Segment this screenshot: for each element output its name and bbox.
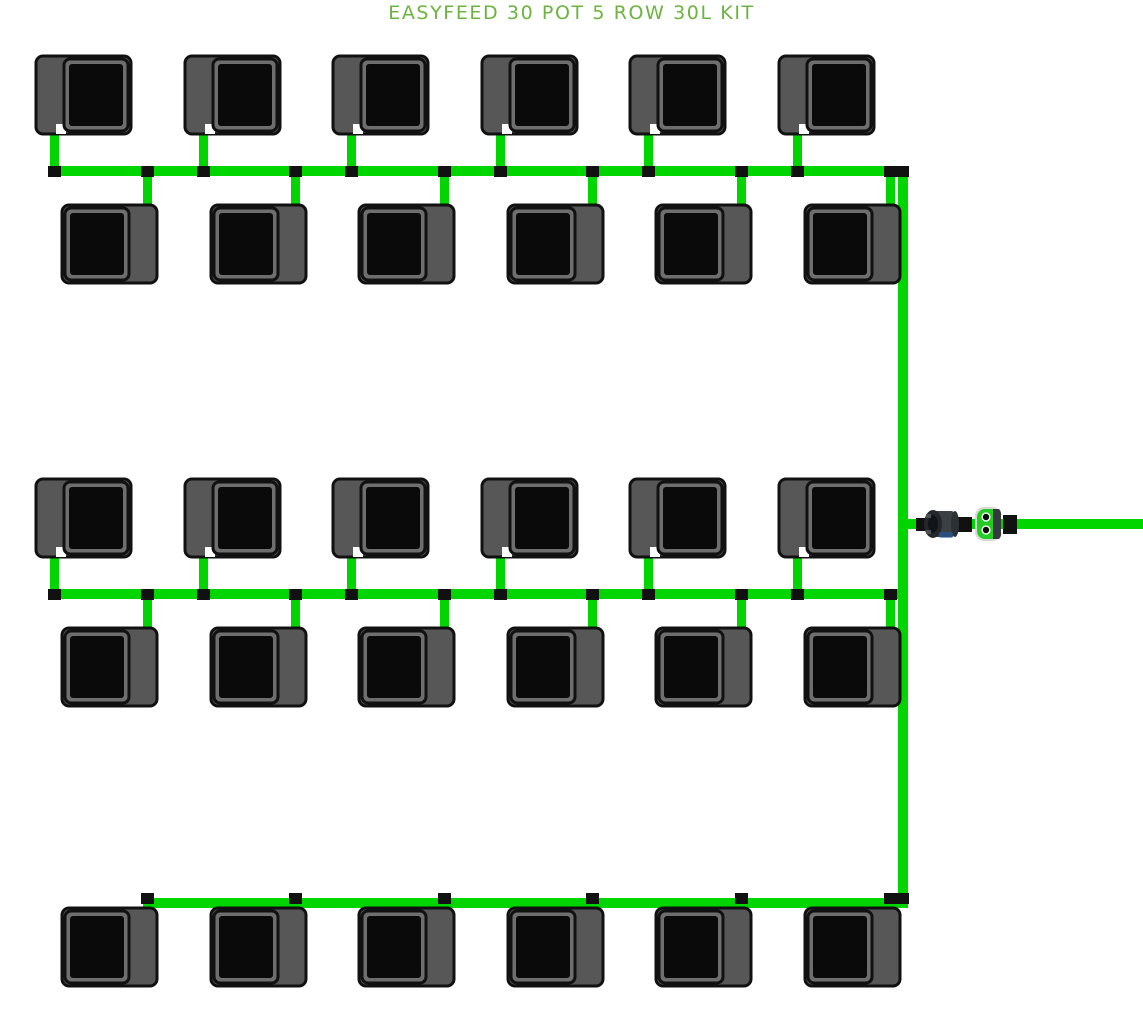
pot-row-1 <box>34 54 876 136</box>
manifold-top <box>48 98 903 239</box>
feed-line <box>903 519 1143 529</box>
tap-valve-icon <box>924 510 959 538</box>
manifold-middle <box>48 521 903 662</box>
pot-row-2 <box>60 203 902 285</box>
trunk-line <box>896 166 909 908</box>
pot-row-3 <box>34 477 876 559</box>
plug-fitting-icon <box>975 507 1002 541</box>
valve-assembly <box>916 507 1017 541</box>
page-title: EASYFEED 30 POT 5 ROW 30L KIT <box>388 2 755 24</box>
pot-row-4 <box>60 626 902 708</box>
pot-row-5 <box>60 906 902 988</box>
